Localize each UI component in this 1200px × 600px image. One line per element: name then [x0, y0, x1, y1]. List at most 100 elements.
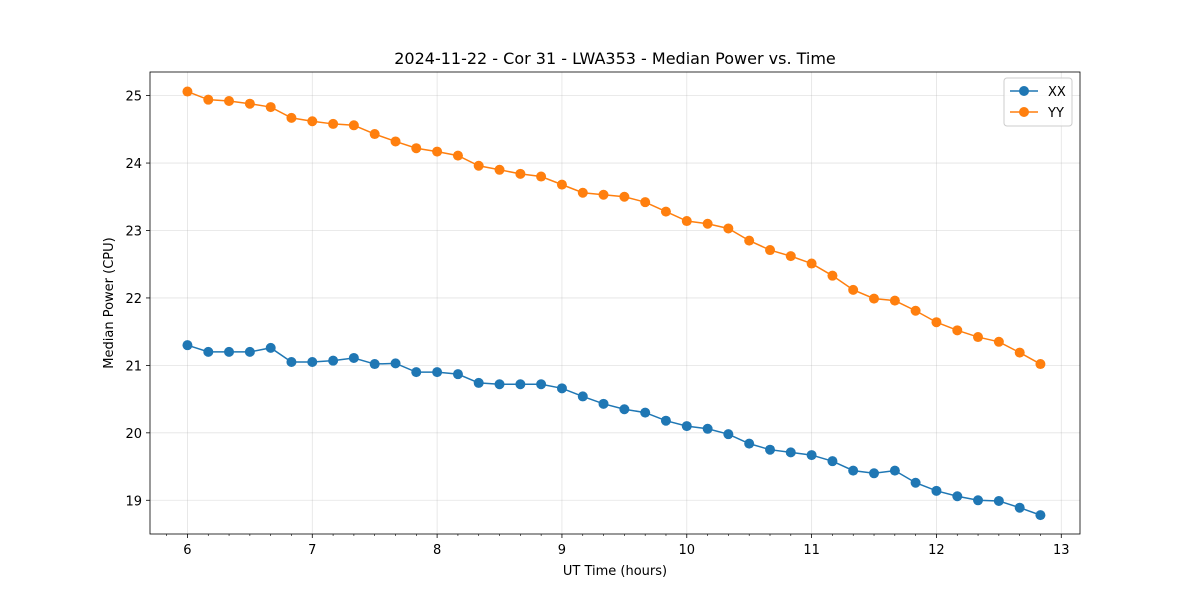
data-point-yy — [889, 295, 900, 306]
data-point-xx — [348, 352, 359, 363]
data-point-xx — [827, 456, 838, 467]
data-point-yy — [931, 317, 942, 328]
data-point-xx — [203, 346, 214, 357]
data-point-xx — [744, 438, 755, 449]
legend-label-xx: XX — [1048, 85, 1066, 100]
data-point-yy — [432, 146, 443, 157]
y-tick-label: 25 — [125, 90, 142, 105]
data-point-xx — [328, 355, 339, 366]
data-point-xx — [536, 379, 547, 390]
data-point-yy — [411, 143, 422, 154]
y-tick-label: 21 — [125, 359, 142, 374]
data-point-xx — [1014, 502, 1025, 513]
data-point-xx — [660, 415, 671, 426]
data-point-yy — [973, 332, 984, 343]
data-point-xx — [952, 491, 963, 502]
data-point-yy — [702, 218, 713, 229]
legend-label-yy: YY — [1047, 106, 1064, 121]
y-tick-label: 22 — [125, 292, 142, 307]
plot-frame — [149, 71, 1081, 535]
data-point-xx — [598, 398, 609, 409]
data-point-xx — [452, 369, 463, 380]
series-line-xx — [187, 344, 1041, 516]
data-point-yy — [286, 112, 297, 123]
y-tick-label: 19 — [125, 494, 142, 509]
data-point-xx — [224, 346, 235, 357]
data-point-xx — [723, 429, 734, 440]
data-point-xx — [640, 407, 651, 418]
data-point-xx — [556, 383, 567, 394]
data-point-yy — [640, 197, 651, 208]
data-point-xx — [785, 447, 796, 458]
data-point-xx — [473, 377, 484, 388]
data-point-yy — [785, 251, 796, 262]
data-point-xx — [307, 357, 318, 368]
data-point-yy — [577, 187, 588, 198]
legend-marker-yy — [1019, 107, 1029, 117]
data-point-xx — [411, 367, 422, 378]
series-line-yy — [187, 90, 1041, 365]
data-point-xx — [910, 477, 921, 488]
data-point-yy — [182, 86, 193, 97]
data-point-yy — [536, 171, 547, 182]
x-tick-label: 11 — [803, 543, 820, 558]
data-point-xx — [848, 465, 859, 476]
x-tick-label: 9 — [558, 543, 566, 558]
x-tick-label: 6 — [183, 543, 191, 558]
data-point-yy — [598, 189, 609, 200]
data-point-xx — [494, 379, 505, 390]
data-point-xx — [369, 359, 380, 370]
data-point-yy — [307, 116, 318, 127]
data-point-yy — [1014, 347, 1025, 358]
data-point-xx — [619, 404, 630, 415]
data-point-yy — [515, 168, 526, 179]
x-axis-label: UT Time (hours) — [563, 564, 667, 579]
data-point-yy — [827, 270, 838, 281]
x-tick-label: 7 — [308, 543, 316, 558]
data-point-yy — [806, 258, 817, 269]
data-point-xx — [390, 358, 401, 369]
data-point-yy — [848, 284, 859, 295]
data-point-yy — [203, 94, 214, 105]
x-tick-label: 10 — [679, 543, 696, 558]
data-point-yy — [765, 245, 776, 256]
data-point-yy — [265, 102, 276, 113]
y-tick-label: 20 — [125, 427, 142, 442]
data-point-xx — [244, 346, 255, 357]
data-point-yy — [224, 96, 235, 107]
x-tick-label: 8 — [433, 543, 441, 558]
y-tick-label: 24 — [125, 157, 142, 172]
data-point-yy — [619, 191, 630, 202]
axes-layer: 6 7 8 9 10 11 12 13 19 20 21 22 23 24 25 — [125, 71, 1081, 558]
data-point-yy — [1035, 359, 1046, 370]
chart-title: 2024-11-22 - Cor 31 - LWA353 - Median Po… — [394, 49, 836, 68]
data-point-xx — [702, 423, 713, 434]
data-point-xx — [889, 465, 900, 476]
data-point-xx — [432, 367, 443, 378]
series-xx — [182, 340, 1046, 521]
data-point-yy — [660, 206, 671, 217]
data-point-xx — [515, 379, 526, 390]
data-point-yy — [993, 336, 1004, 347]
y-axis-label: Median Power (CPU) — [102, 237, 117, 368]
data-point-xx — [182, 340, 193, 351]
data-point-yy — [473, 160, 484, 171]
data-point-yy — [952, 325, 963, 336]
data-point-yy — [452, 150, 463, 161]
y-tick-label: 23 — [125, 224, 142, 239]
data-point-yy — [869, 293, 880, 304]
legend-marker-xx — [1019, 86, 1029, 96]
data-point-xx — [806, 450, 817, 461]
data-point-yy — [910, 305, 921, 316]
data-point-xx — [577, 391, 588, 402]
data-point-xx — [931, 485, 942, 496]
data-point-yy — [681, 216, 692, 227]
data-point-xx — [286, 357, 297, 368]
series-layer — [182, 86, 1046, 521]
x-tick-label: 13 — [1053, 543, 1070, 558]
data-point-xx — [973, 495, 984, 506]
data-point-yy — [244, 98, 255, 109]
data-point-yy — [723, 223, 734, 234]
data-point-yy — [390, 136, 401, 147]
